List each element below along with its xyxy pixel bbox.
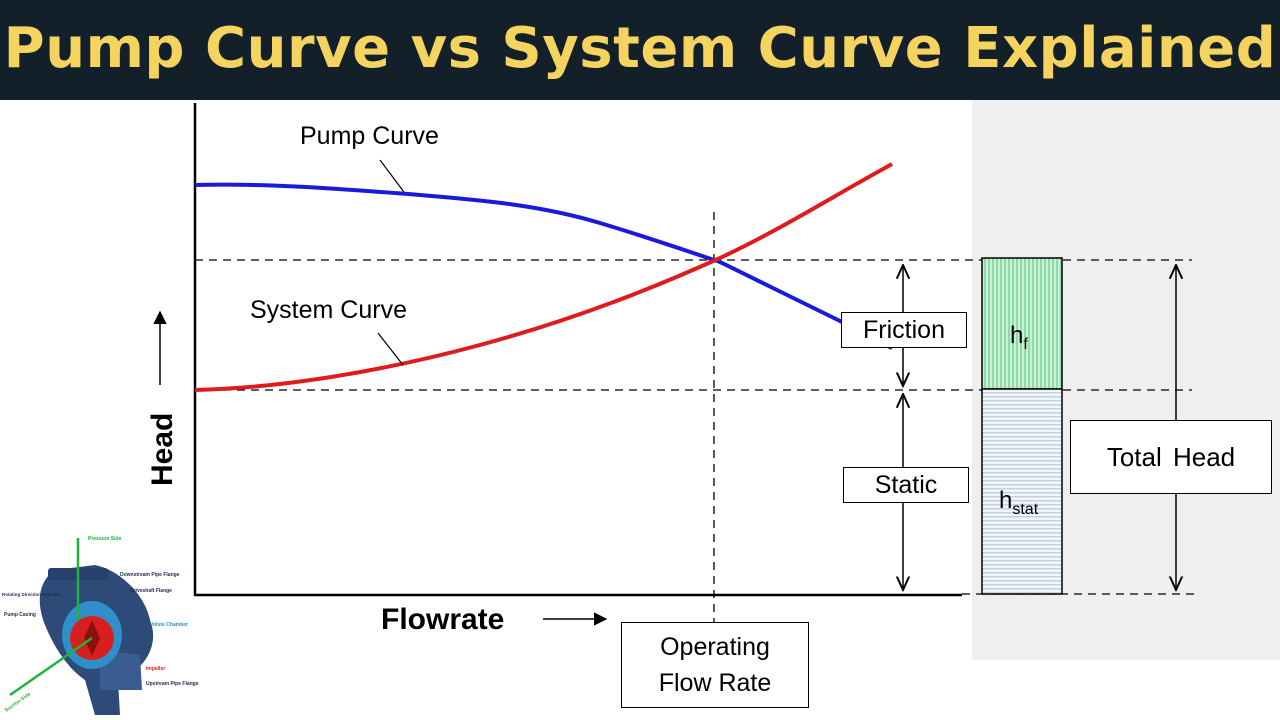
pump-curve-label: Pump Curve bbox=[300, 122, 439, 150]
impeller-label: Impeller bbox=[146, 666, 165, 672]
page-title: Pump Curve vs System Curve Explained bbox=[3, 16, 1277, 81]
pump-curve bbox=[194, 182, 893, 350]
hstat-bar bbox=[981, 388, 1063, 595]
x-axis-label: Flowrate bbox=[381, 603, 504, 636]
friction-label-box: Friction bbox=[841, 312, 967, 348]
pump-curve-leader bbox=[379, 159, 405, 193]
centrifugal-pump-illustration: Pressure Side Downstream Pipe Flange Dri… bbox=[2, 536, 199, 715]
static-label: Static bbox=[874, 470, 938, 499]
y-axis-label: Head bbox=[146, 413, 179, 486]
title-banner: Pump Curve vs System Curve Explained bbox=[0, 0, 1280, 100]
total-head-label-box: Total Head bbox=[1070, 420, 1272, 494]
rotating-direction-label: Rotating Direction Indicator bbox=[2, 592, 62, 597]
hf-label: hf bbox=[1010, 322, 1028, 353]
suction-flow-arrow bbox=[9, 636, 93, 697]
operating-flow-rate-box: Operating Flow Rate bbox=[621, 622, 809, 708]
hf-bar bbox=[981, 257, 1063, 390]
total-head-label: Total Head bbox=[1106, 441, 1236, 472]
system-curve bbox=[194, 162, 893, 392]
downstream-flange-label: Downstream Pipe Flange bbox=[120, 572, 180, 578]
hstat-label: hstat bbox=[999, 487, 1039, 518]
volute-chamber-label: Volute Chamber bbox=[150, 622, 188, 628]
suction-side-label: Suction Side bbox=[4, 691, 32, 713]
pressure-side-label: Pressure Side bbox=[88, 536, 122, 542]
friction-label: Friction bbox=[863, 315, 945, 344]
pump-casing-label: Pump Casing bbox=[4, 612, 36, 618]
static-label-box: Static bbox=[843, 467, 969, 503]
driveshaft-flange-label: Driveshaft Flange bbox=[130, 588, 172, 594]
operating-label-line1: Operating bbox=[660, 633, 770, 661]
system-curve-label: System Curve bbox=[250, 296, 407, 324]
system-curve-leader bbox=[377, 332, 404, 366]
operating-label-line2: Flow Rate bbox=[658, 669, 772, 697]
upstream-flange-label: Upstream Pipe Flange bbox=[146, 681, 199, 687]
